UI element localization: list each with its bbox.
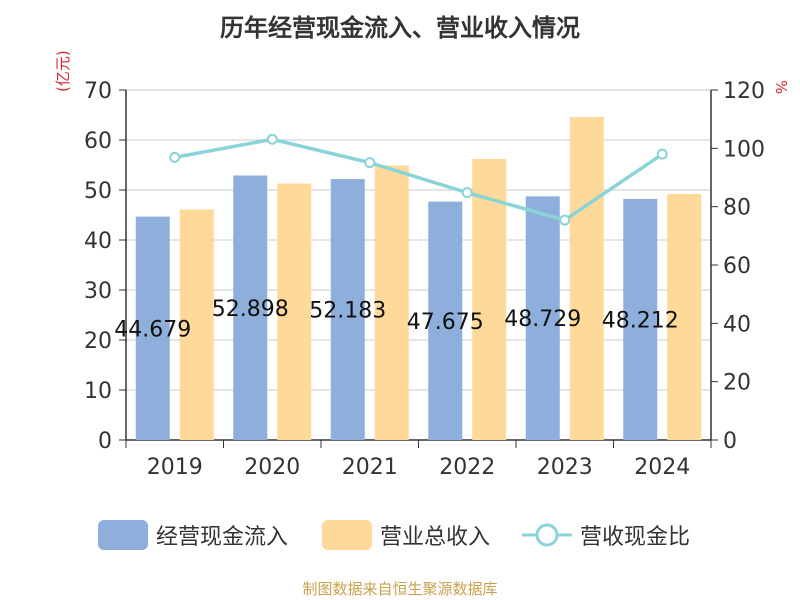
bar-cash-inflow xyxy=(525,196,560,440)
data-source-note: 制图数据来自恒生聚源数据库 xyxy=(302,580,498,598)
point-cash-ratio xyxy=(364,157,376,169)
bar-cash-inflow xyxy=(623,198,658,440)
x-axis-tick-label: 2021 xyxy=(342,455,398,480)
right-axis-tick-label: 0 xyxy=(723,429,737,454)
legend-label-cash-ratio: 营收现金比 xyxy=(580,525,691,550)
left-axis-tick-label: 60 xyxy=(84,129,112,154)
right-axis-tick-label: 60 xyxy=(723,254,751,279)
left-axis-tick-label: 70 xyxy=(84,79,112,104)
point-cash-ratio xyxy=(559,214,571,226)
left-axis-tick-label: 20 xyxy=(84,329,112,354)
legend-swatch-cash-inflow xyxy=(98,520,148,550)
point-cash-ratio xyxy=(461,187,473,199)
data-label-cash-inflow: 52.898 xyxy=(212,297,289,322)
legend-item-cash-inflow[interactable]: 经营现金流入 xyxy=(98,518,288,552)
legend: 经营现金流入 营业总收入 营收现金比 xyxy=(0,518,800,552)
bar-revenue xyxy=(569,117,604,440)
line-cash-ratio xyxy=(174,137,664,222)
right-axis-tick-label: 20 xyxy=(723,371,751,396)
right-axis-tick-label: 40 xyxy=(723,312,751,337)
bar-revenue xyxy=(179,209,214,440)
bar-revenue xyxy=(277,183,312,440)
x-axis-tick-label: 2020 xyxy=(244,455,300,480)
bar-revenue xyxy=(472,159,507,440)
x-axis-tick-label: 2022 xyxy=(439,455,495,480)
bar-revenue xyxy=(667,194,702,440)
point-cash-ratio xyxy=(656,148,668,160)
bar-cash-inflow xyxy=(233,175,268,440)
data-label-cash-inflow: 47.675 xyxy=(407,310,484,335)
x-axis-tick-label: 2023 xyxy=(537,455,593,480)
x-axis-tick-label: 2024 xyxy=(634,455,690,480)
left-axis-tick-label: 40 xyxy=(84,229,112,254)
left-axis-tick-label: 0 xyxy=(98,429,112,454)
right-axis-tick-label: 80 xyxy=(723,196,751,221)
x-axis-tick-label: 2019 xyxy=(147,455,203,480)
legend-swatch-revenue xyxy=(322,520,372,550)
data-label-cash-inflow: 52.183 xyxy=(309,299,386,324)
bar-cash-inflow xyxy=(428,201,463,440)
legend-item-cash-ratio[interactable]: 营收现金比 xyxy=(522,518,690,552)
right-axis-tick-label: 100 xyxy=(723,137,765,162)
left-axis-tick-label: 30 xyxy=(84,279,112,304)
data-label-cash-inflow: 44.679 xyxy=(114,317,191,342)
legend-label-cash-inflow: 经营现金流入 xyxy=(156,525,289,550)
chart-title: 历年经营现金流入、营业收入情况 xyxy=(220,14,580,42)
left-axis-tick-label: 10 xyxy=(84,379,112,404)
bar-revenue xyxy=(374,165,409,440)
point-cash-ratio xyxy=(266,133,278,145)
legend-item-revenue[interactable]: 营业总收入 xyxy=(322,518,490,552)
bar-cash-inflow xyxy=(330,179,365,440)
point-cash-ratio xyxy=(169,151,181,163)
right-axis-tick-label: 120 xyxy=(723,79,765,104)
bar-cash-inflow xyxy=(135,216,170,440)
legend-label-revenue: 营业总收入 xyxy=(380,525,491,550)
legend-line-marker-icon xyxy=(522,523,572,547)
left-axis-tick-label: 50 xyxy=(84,179,112,204)
data-label-cash-inflow: 48.212 xyxy=(602,308,679,333)
data-label-cash-inflow: 48.729 xyxy=(504,307,581,332)
